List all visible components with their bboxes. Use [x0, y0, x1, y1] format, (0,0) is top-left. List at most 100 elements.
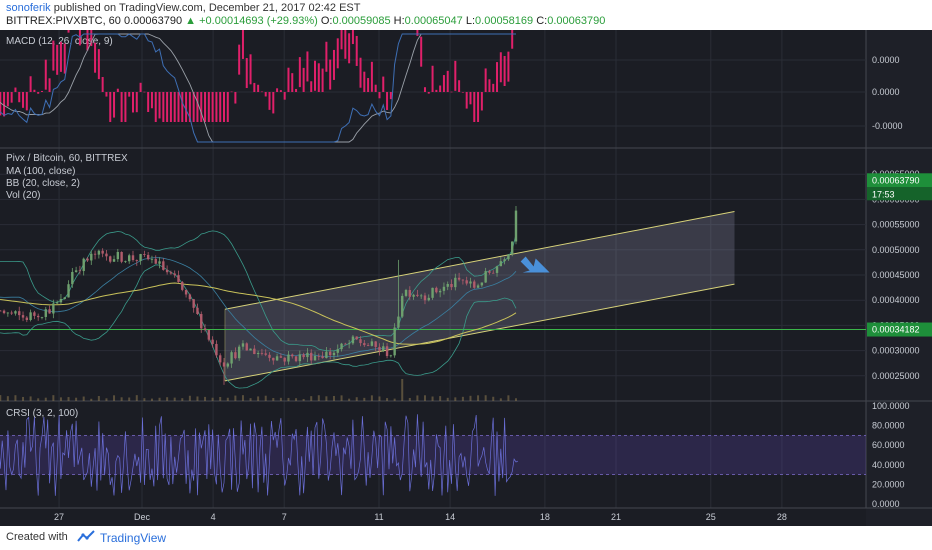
- candle-body: [298, 354, 302, 362]
- candle-body: [435, 287, 438, 293]
- author-link[interactable]: sonoferik: [6, 2, 51, 14]
- macd-histogram-bar: [90, 30, 93, 47]
- candle-body: [124, 261, 127, 263]
- volume-bar: [302, 398, 305, 401]
- macd-histogram-bar: [446, 70, 449, 92]
- volume-bar: [355, 397, 358, 401]
- candle-body: [499, 261, 503, 267]
- macd-histogram-bar: [211, 92, 214, 122]
- macd-histogram-bar: [291, 73, 294, 92]
- volume-bar: [59, 397, 62, 401]
- candle-body: [101, 250, 104, 254]
- macd-histogram-bar: [450, 91, 453, 93]
- macd-histogram-bar: [169, 92, 172, 122]
- candle-body: [203, 328, 207, 331]
- candle-body: [18, 311, 21, 316]
- volume-bar: [249, 398, 252, 401]
- macd-histogram-bar: [272, 92, 275, 114]
- candle-body: [401, 295, 404, 317]
- macd-histogram-bar: [374, 84, 377, 92]
- candle-body: [450, 283, 453, 288]
- candle-body: [438, 290, 442, 293]
- macd-histogram-bar: [310, 81, 313, 92]
- macd-histogram-bar: [340, 30, 343, 50]
- macd-histogram-bar: [427, 92, 430, 94]
- macd-histogram-bar: [230, 91, 233, 93]
- candle-body: [325, 351, 328, 359]
- volume-bar: [393, 398, 396, 401]
- volume-bar: [325, 396, 328, 401]
- tradingview-link[interactable]: TradingView: [100, 531, 167, 545]
- volume-bar: [272, 398, 275, 401]
- macd-histogram-bar: [279, 90, 282, 92]
- macd-histogram-bar: [382, 76, 385, 92]
- candle-body: [169, 272, 173, 274]
- macd-histogram-bar: [238, 44, 241, 75]
- candle-body: [480, 282, 484, 286]
- macd-histogram-bar: [363, 71, 366, 92]
- candle-body: [351, 336, 355, 344]
- candle-body: [359, 339, 362, 344]
- volume-bar: [135, 395, 138, 401]
- macd-histogram-bar: [511, 30, 514, 49]
- macd-histogram-bar: [367, 78, 370, 92]
- candle-body: [249, 348, 252, 351]
- macd-tick-label: 0.0000: [872, 55, 900, 65]
- last-price: 0.00063790: [123, 15, 183, 27]
- volume-bar: [22, 396, 25, 401]
- candle-body: [507, 254, 510, 260]
- macd-histogram-bar: [150, 92, 153, 109]
- volume-bar: [97, 396, 100, 401]
- candle-body: [192, 299, 195, 308]
- low-value: 0.00058169: [475, 15, 534, 27]
- candle-body: [25, 317, 29, 320]
- candle-body: [71, 271, 74, 285]
- x-tick-label: Dec: [134, 512, 151, 522]
- macd-histogram-bar: [143, 91, 146, 93]
- macd-histogram-bar: [120, 92, 123, 122]
- x-tick-label: 28: [777, 512, 787, 522]
- candle-body: [272, 357, 275, 361]
- candle-body: [177, 275, 180, 283]
- volume-bar: [67, 397, 70, 401]
- countdown-tag: [867, 187, 932, 201]
- macd-histogram-bar: [416, 30, 419, 36]
- candle-body: [340, 343, 343, 350]
- volume-bar: [105, 398, 108, 401]
- macd-histogram-bar: [458, 80, 461, 92]
- chart-canvas[interactable]: 0.000650000.000600000.000550000.00050000…: [0, 30, 932, 526]
- volume-bar: [431, 396, 434, 401]
- crsi-tick-label: 100.0000: [872, 401, 910, 411]
- macd-histogram-bar: [348, 33, 351, 64]
- candle-body: [431, 287, 434, 298]
- volume-bar: [90, 398, 93, 401]
- macd-histogram-bar: [420, 36, 423, 67]
- candle-body: [385, 346, 389, 357]
- candle-body: [2, 310, 6, 314]
- macd-histogram-bar: [439, 85, 442, 92]
- volume-bar: [6, 396, 9, 401]
- macd-histogram-bar: [207, 92, 210, 122]
- candle-body: [200, 313, 203, 329]
- tradingview-logo-icon: [77, 530, 95, 542]
- macd-histogram-bar: [22, 92, 25, 108]
- last-price-tag-label: 0.00063790: [872, 175, 920, 185]
- macd-histogram-bar: [63, 43, 66, 74]
- candle-body: [260, 352, 264, 354]
- macd-histogram-bar: [268, 92, 271, 110]
- macd-histogram-bar: [0, 92, 2, 116]
- macd-histogram-bar: [484, 68, 487, 92]
- candle-body: [294, 356, 298, 362]
- macd-histogram-bar: [469, 92, 472, 105]
- candle-body: [116, 251, 120, 260]
- macd-histogram-bar: [6, 92, 9, 107]
- close-label: C:: [536, 15, 548, 27]
- candle-body: [488, 271, 491, 273]
- crsi-band-fill: [0, 435, 866, 475]
- candle-body: [363, 343, 366, 346]
- candle-body: [366, 345, 370, 346]
- macd-histogram-bar: [287, 67, 290, 92]
- volume-bar: [507, 395, 510, 401]
- candle-body: [268, 354, 271, 358]
- macd-histogram-bar: [253, 82, 256, 92]
